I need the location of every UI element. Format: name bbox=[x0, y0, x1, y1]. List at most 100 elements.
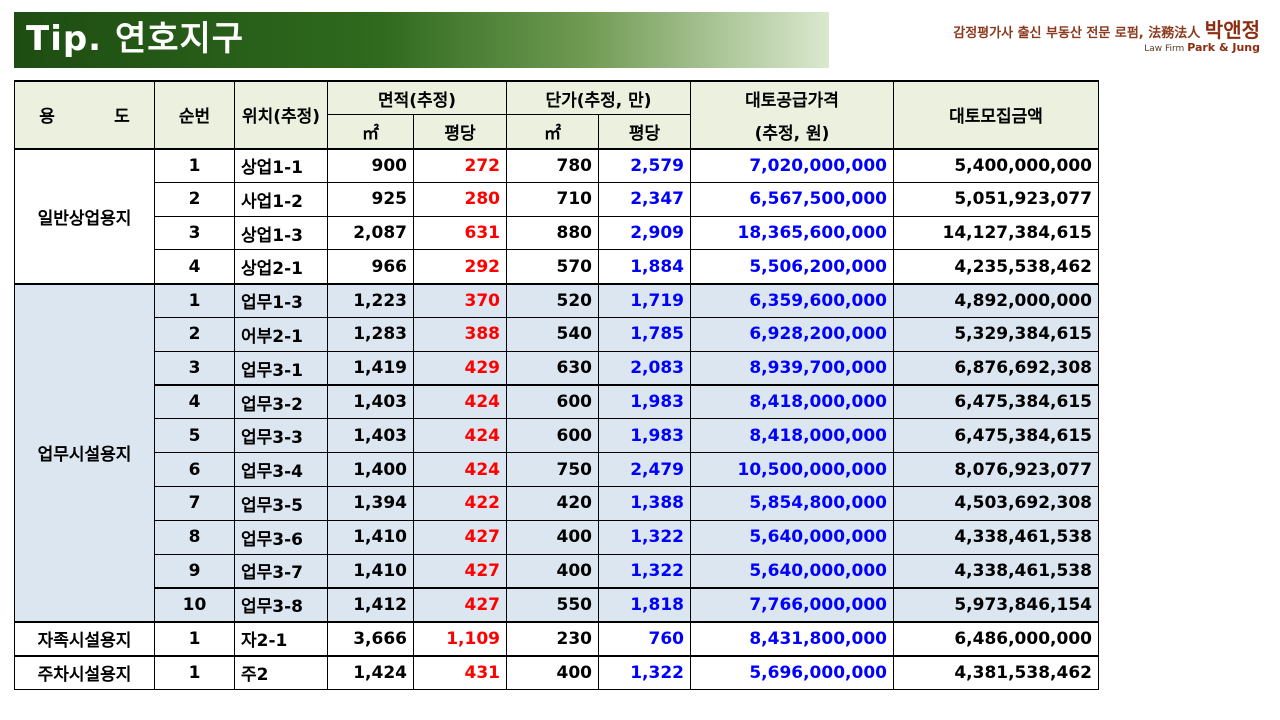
area-m2-cell: 966 bbox=[327, 249, 414, 285]
header-location: 위치(추정) bbox=[234, 80, 328, 150]
seq-cell: 4 bbox=[154, 249, 235, 285]
price-m2-cell: 880 bbox=[506, 215, 599, 251]
area-pyeong-cell: 431 bbox=[413, 654, 507, 690]
table-row: 8 업무3-6 1,410 427 400 1,322 5,640,000,000 4,338… bbox=[15, 519, 1099, 555]
supply-price-cell: 5,696,000,000 bbox=[690, 654, 894, 690]
area-m2-cell: 1,424 bbox=[327, 654, 414, 690]
area-m2-cell: 1,223 bbox=[327, 282, 414, 319]
area-m2-cell: 2,087 bbox=[327, 215, 414, 251]
land-use-cell: 업무시설용지 bbox=[14, 282, 155, 623]
supply-price-cell: 10,500,000,000 bbox=[690, 452, 894, 488]
supply-price-cell: 5,640,000,000 bbox=[690, 553, 894, 589]
price-m2-cell: 710 bbox=[506, 181, 599, 217]
location-cell: 상업1-1 bbox=[234, 147, 328, 183]
supply-price-cell: 6,567,500,000 bbox=[690, 181, 894, 217]
table-row: 자족시설용지 1 자2-1 3,666 1,109 230 760 8,431,800,000… bbox=[14, 620, 1099, 657]
raise-amount-cell: 4,503,692,308 bbox=[893, 486, 1099, 521]
header-supply-price-sub: (추정, 원) bbox=[754, 123, 830, 144]
area-pyeong-cell: 1,109 bbox=[413, 620, 507, 657]
price-m2-cell: 230 bbox=[506, 620, 599, 657]
table-row: 7 업무3-5 1,394 422 420 1,388 5,854,800,000 4,503… bbox=[15, 486, 1099, 521]
table-row: 일반상업용지 1 상업1-1 900 272 780 2,579 7,020,000,000 5… bbox=[14, 147, 1099, 285]
price-m2-cell: 550 bbox=[506, 586, 599, 623]
area-pyeong-cell: 388 bbox=[413, 317, 507, 352]
area-m2-cell: 1,410 bbox=[327, 519, 414, 555]
table-row: 3 상업1-3 2,087 631 880 2,909 18,365,600,000 14,1… bbox=[15, 215, 1099, 251]
table-row: 5 업무3-3 1,403 424 600 1,983 8,418,000,000 6,475… bbox=[15, 418, 1099, 454]
area-pyeong-cell: 424 bbox=[413, 384, 507, 420]
area-m2-cell: 1,400 bbox=[327, 452, 414, 488]
location-cell: 상업1-3 bbox=[234, 215, 328, 251]
land-use-cell: 일반상업용지 bbox=[14, 147, 155, 285]
seq-cell: 5 bbox=[154, 418, 235, 454]
raise-amount-cell: 4,338,461,538 bbox=[893, 519, 1099, 555]
supply-price-cell: 6,928,200,000 bbox=[690, 317, 894, 352]
supply-price-cell: 8,418,000,000 bbox=[690, 384, 894, 420]
area-m2-cell: 1,394 bbox=[327, 486, 414, 521]
price-pyeong-cell: 1,818 bbox=[598, 586, 691, 623]
price-m2-cell: 400 bbox=[506, 553, 599, 589]
supply-price-cell: 6,359,600,000 bbox=[690, 282, 894, 319]
table-row: 2 어부2-1 1,283 388 540 1,785 6,928,200,000 5,329… bbox=[15, 317, 1099, 352]
location-cell: 주2 bbox=[234, 654, 328, 690]
raise-amount-cell: 4,338,461,538 bbox=[893, 553, 1099, 589]
area-m2-cell: 1,283 bbox=[327, 317, 414, 352]
header-price-pyeong: 평당 bbox=[598, 114, 691, 150]
price-m2-cell: 750 bbox=[506, 452, 599, 488]
area-pyeong-cell: 427 bbox=[413, 586, 507, 623]
raise-amount-cell: 5,051,923,077 bbox=[893, 181, 1099, 217]
supply-price-cell: 5,640,000,000 bbox=[690, 519, 894, 555]
seq-cell: 2 bbox=[154, 181, 235, 217]
raise-amount-cell: 8,076,923,077 bbox=[893, 452, 1099, 488]
table-row: 10 업무3-8 1,412 427 550 1,818 7,766,000,000 5,97… bbox=[15, 586, 1099, 623]
price-pyeong-cell: 1,983 bbox=[598, 384, 691, 420]
supply-price-cell: 18,365,600,000 bbox=[690, 215, 894, 251]
supply-price-cell: 7,766,000,000 bbox=[690, 586, 894, 623]
area-pyeong-cell: 422 bbox=[413, 486, 507, 521]
raise-amount-cell: 6,475,384,615 bbox=[893, 418, 1099, 454]
supply-price-cell: 8,939,700,000 bbox=[690, 350, 894, 386]
page-title: Tip. 연호지구 bbox=[26, 19, 245, 59]
header-supply-price: 대토공급가격 (추정, 원) bbox=[690, 80, 894, 150]
location-cell: 상업2-1 bbox=[234, 249, 328, 285]
supply-price-cell: 8,431,800,000 bbox=[690, 620, 894, 657]
raise-amount-cell: 6,475,384,615 bbox=[893, 384, 1099, 420]
table-row: 6 업무3-4 1,400 424 750 2,479 10,500,000,000 8,07… bbox=[15, 452, 1099, 488]
price-pyeong-cell: 1,884 bbox=[598, 249, 691, 285]
location-cell: 업무3-8 bbox=[234, 586, 328, 623]
raise-amount-cell: 4,381,538,462 bbox=[893, 654, 1099, 690]
price-pyeong-cell: 2,909 bbox=[598, 215, 691, 251]
table-body: 일반상업용지 1 상업1-1 900 272 780 2,579 7,020,000,000 5… bbox=[14, 147, 1099, 690]
area-pyeong-cell: 631 bbox=[413, 215, 507, 251]
brand-tagline-text: 감정평가사 출신 부동산 전문 로펌, 法務法人 bbox=[953, 26, 1201, 41]
raise-amount-cell: 6,876,692,308 bbox=[893, 350, 1099, 386]
price-m2-cell: 780 bbox=[506, 147, 599, 183]
price-pyeong-cell: 1,322 bbox=[598, 553, 691, 589]
seq-cell: 2 bbox=[154, 317, 235, 352]
supply-price-cell: 5,854,800,000 bbox=[690, 486, 894, 521]
raise-amount-cell: 5,973,846,154 bbox=[893, 586, 1099, 623]
table-row: 주차시설용지 1 주2 1,424 431 400 1,322 5,696,000,000 4,… bbox=[14, 654, 1099, 690]
price-pyeong-cell: 1,785 bbox=[598, 317, 691, 352]
title-bar: Tip. 연호지구 bbox=[14, 12, 829, 68]
area-m2-cell: 1,410 bbox=[327, 553, 414, 589]
raise-amount-cell: 5,329,384,615 bbox=[893, 317, 1099, 352]
area-pyeong-cell: 429 bbox=[413, 350, 507, 386]
seq-cell: 1 bbox=[154, 620, 235, 657]
price-m2-cell: 630 bbox=[506, 350, 599, 386]
area-m2-cell: 1,412 bbox=[327, 586, 414, 623]
supply-price-cell: 5,506,200,000 bbox=[690, 249, 894, 285]
brand-subline: Law Firm Park & Jung bbox=[953, 41, 1260, 54]
price-pyeong-cell: 760 bbox=[598, 620, 691, 657]
land-price-table: 용 도 순번 위치(추정) 면적(추정) 단가(추정, 만) 대토공급가격 (추… bbox=[14, 80, 1099, 690]
price-m2-cell: 570 bbox=[506, 249, 599, 285]
table-row: 업무시설용지 1 업무1-3 1,223 370 520 1,719 6,359,600,00… bbox=[14, 282, 1099, 623]
header-supply-price-label: 대토공급가격 bbox=[745, 90, 839, 111]
area-pyeong-cell: 427 bbox=[413, 553, 507, 589]
header-area-pyeong: 평당 bbox=[413, 114, 507, 150]
seq-cell: 1 bbox=[154, 282, 235, 319]
location-cell: 어부2-1 bbox=[234, 317, 328, 352]
location-cell: 업무3-6 bbox=[234, 519, 328, 555]
seq-cell: 4 bbox=[154, 384, 235, 420]
area-pyeong-cell: 280 bbox=[413, 181, 507, 217]
